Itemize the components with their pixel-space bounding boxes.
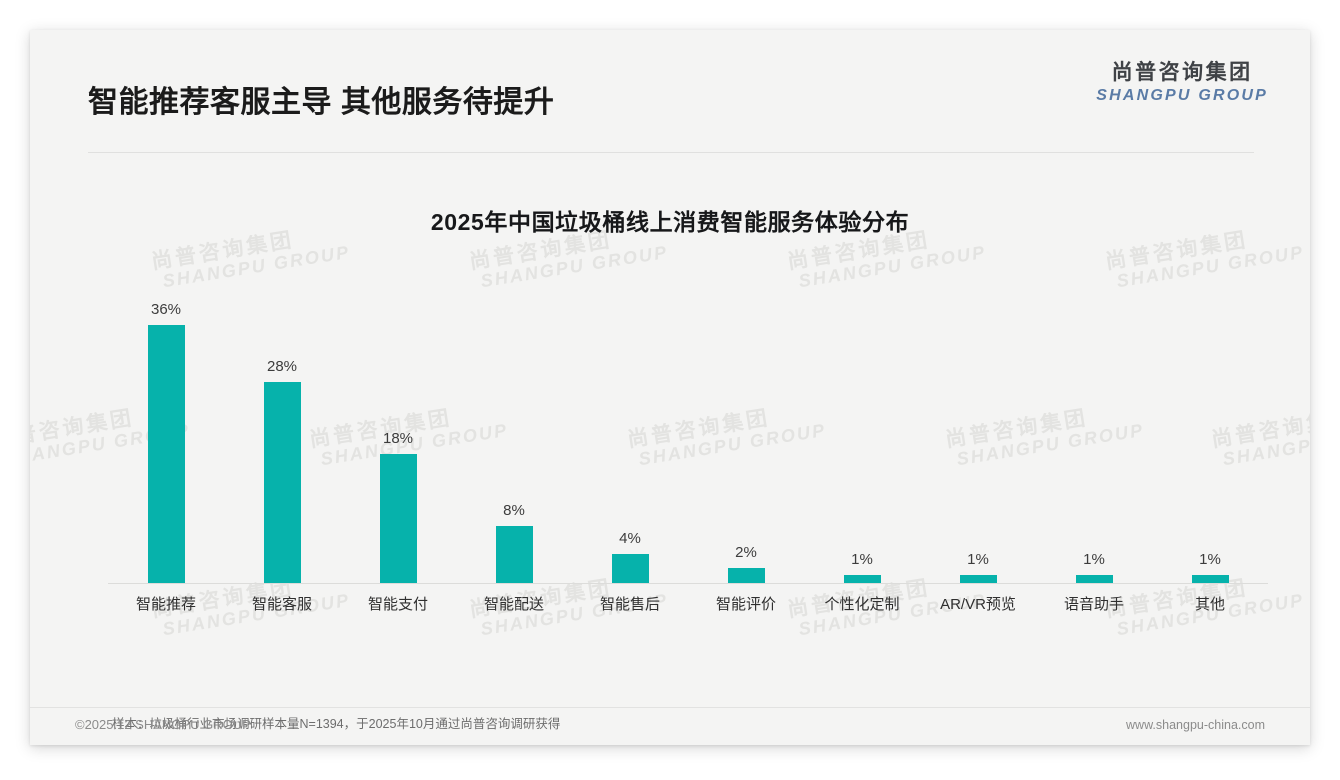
bar-value-label: 1% — [1083, 551, 1105, 568]
page-title: 智能推荐客服主导 其他服务待提升 — [88, 86, 555, 119]
bar-item[interactable]: 28% — [224, 280, 340, 583]
bar-rect[interactable] — [147, 325, 185, 583]
x-axis-label: 智能售后 — [599, 596, 660, 613]
x-axis-label: AR/VR预览 — [940, 596, 1016, 613]
bar-value-label: 1% — [851, 551, 873, 568]
x-axis-label: 其他 — [1194, 596, 1225, 613]
bar-item[interactable]: 8% — [456, 280, 572, 583]
chart-title: 2025年中国垃圾桶线上消费智能服务体验分布 — [430, 209, 910, 235]
x-axis-label: 智能支付 — [367, 596, 428, 613]
header-divider — [88, 152, 1254, 153]
x-axis-labels: 智能推荐 智能客服 智能支付 智能配送 智能售后 智能评价 个性化定制 AR/V… — [108, 593, 1268, 614]
bar-item[interactable]: 1% — [804, 280, 920, 583]
bar-rect[interactable] — [263, 382, 301, 583]
bar-value-label: 4% — [619, 530, 641, 547]
x-axis-label: 智能推荐 — [135, 596, 196, 613]
x-axis-label: 智能客服 — [251, 596, 312, 613]
bar-series: 36% 28% 18% 8% 4% 2% — [108, 280, 1268, 583]
bar-value-label: 28% — [266, 358, 298, 375]
bar-item[interactable]: 4% — [572, 280, 688, 583]
bar-item[interactable]: 18% — [340, 280, 456, 583]
bar-rect[interactable] — [727, 568, 765, 583]
bar-rect[interactable] — [379, 454, 417, 583]
brand-logo: 尚普咨询集团 SHANGPU GROUP — [1096, 62, 1268, 104]
brand-logo-cn: 尚普咨询集团 — [1111, 61, 1253, 84]
footer-divider — [30, 707, 1310, 708]
slide-footer: ©2025.12 SHANGPU GROUP www.shangpu-china… — [30, 708, 1310, 745]
bar-value-label: 8% — [503, 502, 525, 519]
bar-rect[interactable] — [843, 575, 881, 583]
slide-header: 智能推荐客服主导 其他服务待提升 尚普咨询集团 SHANGPU GROUP — [30, 30, 1310, 123]
x-axis-label: 智能评价 — [715, 596, 776, 613]
brand-logo-en: SHANGPU GROUP — [1096, 87, 1268, 104]
bar-rect[interactable] — [495, 526, 533, 583]
bar-item[interactable]: 36% — [108, 280, 224, 583]
bar-item[interactable]: 1% — [1152, 280, 1268, 583]
bar-chart: 36% 28% 18% 8% 4% 2% — [78, 280, 1268, 625]
chart-footnote: 样本：垃圾桶行业市场调研样本量N=1394，于2025年10月通过尚普咨询调研获… — [112, 717, 561, 731]
bar-rect[interactable] — [959, 575, 997, 583]
bar-item[interactable]: 1% — [920, 280, 1036, 583]
slide-card: 尚普咨询集团 SHANGPU GROUP 尚普咨询集团 SHANGPU GROU… — [30, 30, 1310, 745]
bar-value-label: 36% — [150, 301, 182, 318]
bar-rect[interactable] — [611, 554, 649, 583]
bar-value-label: 18% — [382, 430, 414, 447]
footer-copyright: ©2025.12 SHANGPU GROUP — [75, 717, 251, 732]
bar-item[interactable]: 2% — [688, 280, 804, 583]
bar-value-label: 1% — [967, 551, 989, 568]
bar-value-label: 2% — [735, 544, 757, 561]
x-axis-label: 语音助手 — [1063, 596, 1124, 613]
x-axis-line — [108, 583, 1268, 584]
bar-rect[interactable] — [1191, 575, 1229, 583]
footer-website[interactable]: www.shangpu-china.com — [1126, 718, 1265, 732]
x-axis-label: 个性化定制 — [824, 596, 900, 613]
bar-item[interactable]: 1% — [1036, 280, 1152, 583]
bar-rect[interactable] — [1075, 575, 1113, 583]
bar-value-label: 1% — [1199, 551, 1221, 568]
x-axis-label: 智能配送 — [483, 596, 544, 613]
